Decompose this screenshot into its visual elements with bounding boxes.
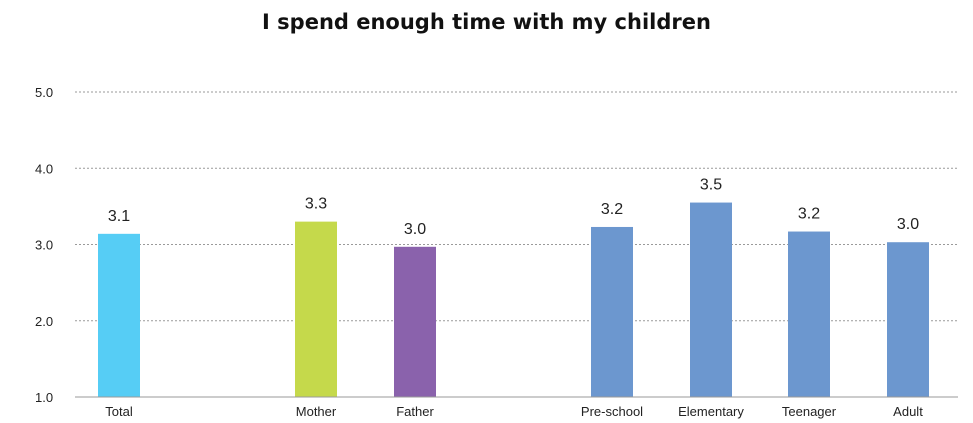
- x-category-label: Adult: [893, 404, 923, 419]
- bar: [394, 246, 436, 397]
- x-category-label: Teenager: [782, 404, 837, 419]
- bar-value-label: 3.1: [108, 208, 130, 225]
- bar-value-label: 3.0: [897, 216, 919, 233]
- bar: [295, 221, 337, 397]
- bar-value-label: 3.3: [305, 196, 327, 213]
- bar: [690, 202, 732, 397]
- x-category-label: Elementary: [678, 404, 744, 419]
- chart-title: I spend enough time with my children: [262, 10, 711, 34]
- y-tick-label: 3.0: [35, 238, 53, 253]
- bar-value-label: 3.2: [798, 206, 820, 223]
- x-category-label: Mother: [296, 404, 337, 419]
- bar-value-label: 3.5: [700, 177, 722, 194]
- bar: [591, 226, 633, 397]
- y-tick-label: 2.0: [35, 314, 53, 329]
- x-category-label: Total: [105, 404, 133, 419]
- bar-value-label: 3.2: [601, 201, 623, 218]
- y-tick-label: 5.0: [35, 85, 53, 100]
- y-tick-label: 4.0: [35, 161, 53, 176]
- x-category-label: Father: [396, 404, 434, 419]
- bar-value-label: 3.0: [404, 221, 426, 238]
- x-category-label: Pre-school: [581, 404, 643, 419]
- bar: [788, 231, 830, 397]
- bar: [887, 242, 929, 397]
- y-tick-label: 1.0: [35, 390, 53, 405]
- bar: [98, 233, 140, 397]
